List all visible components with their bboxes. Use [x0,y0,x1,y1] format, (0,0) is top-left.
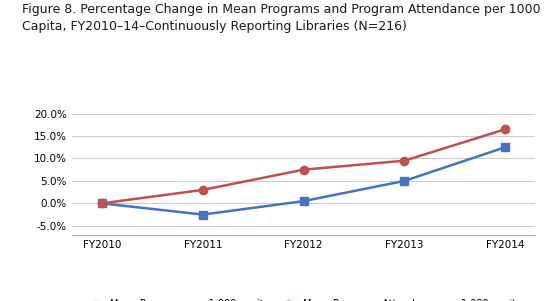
Text: Figure 8. Percentage Change in Mean Programs and Program Attendance per 1000
Cap: Figure 8. Percentage Change in Mean Prog… [22,3,541,33]
Legend: Mean Programs per 1,000 capita, Mean Programs Attendance per 1,000 capita: Mean Programs per 1,000 capita, Mean Pro… [81,295,526,301]
